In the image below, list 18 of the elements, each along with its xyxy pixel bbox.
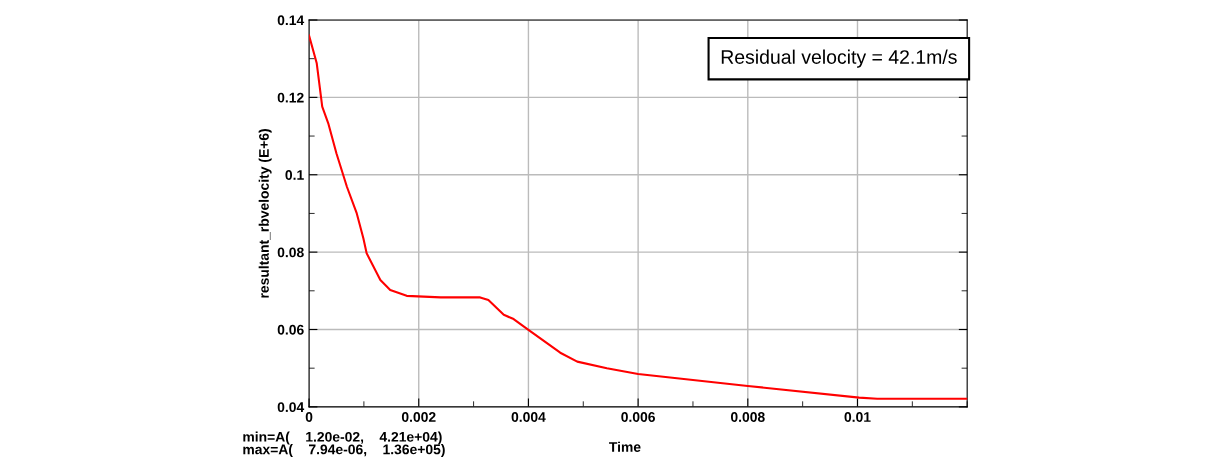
x-tick-label: 0.002 — [401, 412, 436, 422]
y-tick-label: 0.04 — [277, 402, 305, 413]
text: min=A( 1.20e-02, 4.21e+04) — [243, 431, 442, 445]
line-series — [309, 34, 968, 400]
x-tick-label: 0.006 — [621, 412, 655, 422]
y-tick-label: 0.1 — [285, 170, 304, 180]
x-tick-label: 0.008 — [730, 412, 765, 422]
x-axis-title: Time — [609, 441, 641, 452]
annotation: Residual velocity = 42.1m/s — [721, 49, 957, 68]
x-tick-label: 0.004 — [511, 412, 546, 422]
y-axis-title: resultant_rbvelocity (E+6) — [258, 129, 272, 298]
y-tick-label: 0.14 — [277, 15, 305, 26]
y-tick-label: 0.06 — [277, 324, 304, 335]
y-tick-label: 0.12 — [277, 92, 304, 103]
x-tick-label: 0 — [305, 412, 313, 422]
x-tick-label: 0.01 — [844, 412, 871, 422]
text: max=A( 7.94e-06, 1.36e+05) — [243, 444, 445, 458]
y-tick-label: 0.08 — [277, 247, 304, 258]
